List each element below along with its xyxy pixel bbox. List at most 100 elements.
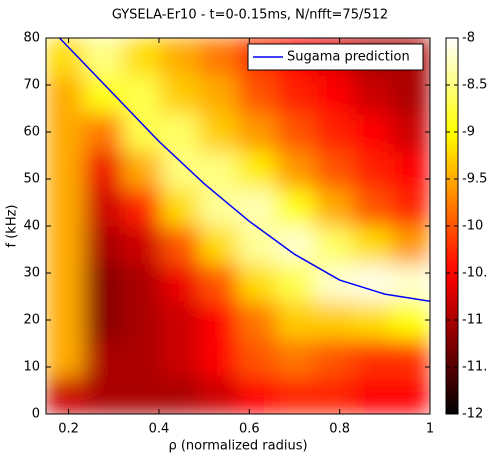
y-tick-label: 10 [23,360,40,375]
heat-cell [237,150,277,189]
heat-cell [314,225,354,265]
colorbar-tick-label: -9 [462,125,475,140]
heat-cell [391,338,430,377]
heat-cell [314,112,354,152]
heat-cell [352,75,393,114]
heat-cell [83,300,124,340]
y-tick-label: 30 [23,266,40,281]
heat-cell [83,225,124,265]
heat-cell [275,75,316,114]
heat-cell [46,225,85,265]
y-tick-label: 50 [23,172,40,187]
y-tick-label: 60 [23,125,40,140]
colorbar-tick-label: -8 [462,31,475,46]
heat-cell [352,300,393,340]
heat-cell [352,338,393,377]
heat-cell [160,112,201,152]
heat-cell [275,150,316,189]
heat-cell [314,375,354,414]
heat-cell [122,38,162,77]
heat-cell [314,300,354,340]
heat-cell [237,338,277,377]
heat-cell [237,187,277,227]
x-tick-label: 1 [426,422,434,437]
heat-cell [352,225,393,265]
heat-cell [122,338,162,377]
heat-cell [122,150,162,189]
heat-cell [275,338,316,377]
heat-cell [199,75,239,114]
y-tick-label: 80 [23,31,40,46]
x-tick-label: 0.4 [149,422,170,437]
overlay [59,38,430,302]
heat-cell [160,338,201,377]
heat-cell [160,38,201,77]
heat-cell [391,300,430,340]
heat-cell [199,300,239,340]
legend-label: Sugama prediction [287,50,410,65]
heat-cell [46,375,85,414]
heat-cell [275,112,316,152]
heat-cell [275,300,316,340]
heat-cell [352,112,393,152]
heat-cell [391,375,430,414]
x-tick-label: 0.2 [58,422,79,437]
heat-cell [83,338,124,377]
heat-cell [237,300,277,340]
heat-cell [160,263,201,302]
colorbar-tick-label: -10. [462,266,487,281]
heat-cell [199,263,239,302]
heat-cell [391,263,430,302]
x-axis-label: ρ (normalized radius) [168,439,307,454]
heat-cell [199,338,239,377]
y-tick-label: 20 [23,313,40,328]
chart-title: GYSELA-Er10 - t=0-0.15ms, N/nfft=75/512 [112,8,388,23]
heat-cell [199,375,239,414]
heat-cell [391,112,430,152]
heat-cell [83,75,124,114]
heat-cell [122,112,162,152]
heat-cell [314,187,354,227]
heat-cell [352,263,393,302]
heat-cell [46,75,85,114]
legend: Sugama prediction [247,43,424,71]
x-tick-label: 0.6 [239,422,260,437]
heat-cell [160,375,201,414]
heat-cell [122,225,162,265]
colorbar-tick-label: -11 [462,313,483,328]
heat-cell [122,375,162,414]
heat-cell [160,150,201,189]
heat-cell [83,150,124,189]
colorbar-tick-label: -12 [462,407,483,422]
series-line [59,38,430,302]
heat-cell [122,187,162,227]
y-axis-label: f (kHz) [5,205,20,248]
heat-cell [275,187,316,227]
colorbar-tick-label: -9.5 [462,172,487,187]
heat-cell [237,225,277,265]
heat-cell [391,225,430,265]
heat-cell [199,225,239,265]
heat-cell [122,75,162,114]
heat-cell [352,150,393,189]
heat-cell [275,263,316,302]
heat-cell [122,300,162,340]
heat-cell [83,112,124,152]
heat-cell [46,187,85,227]
heat-cell [237,112,277,152]
y-tick-label: 40 [23,219,40,234]
colorbar-tick-label: -10 [462,219,483,234]
colorbar-tick-label: -11. [462,360,487,375]
heat-cell [122,263,162,302]
y-tick-label: 70 [23,78,40,93]
heat-cell [160,75,201,114]
heat-cell [237,263,277,302]
heat-cell [46,112,85,152]
heat-cell [83,263,124,302]
heat-cell [352,375,393,414]
heat-cell [199,150,239,189]
heat-cell [237,375,277,414]
heat-cell [391,187,430,227]
heat-cell [199,38,239,77]
